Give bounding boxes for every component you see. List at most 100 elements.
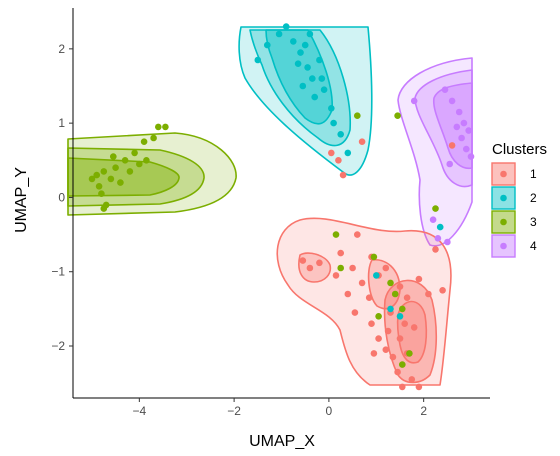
legend-label: 3 bbox=[530, 215, 537, 229]
point-cluster-1 bbox=[358, 279, 366, 287]
point-cluster-4 bbox=[460, 119, 468, 127]
point-cluster-1 bbox=[382, 264, 390, 272]
point-cluster-2 bbox=[337, 131, 345, 138]
legend-item-1: 1 bbox=[491, 162, 537, 186]
point-cluster-4 bbox=[410, 97, 418, 105]
density-contour-cluster-1 bbox=[298, 252, 332, 283]
point-cluster-3 bbox=[121, 157, 129, 164]
point-cluster-2 bbox=[311, 93, 319, 101]
x-axis-ticks: −4 −2 0 2 bbox=[132, 398, 427, 418]
point-cluster-3 bbox=[162, 123, 169, 131]
point-cluster-1 bbox=[432, 246, 439, 253]
point-cluster-4 bbox=[444, 238, 451, 246]
contour-group-cluster-2 bbox=[238, 26, 373, 176]
point-cluster-1 bbox=[332, 272, 340, 279]
point-cluster-3 bbox=[112, 164, 119, 171]
point-cluster-3 bbox=[391, 290, 399, 298]
point-cluster-4 bbox=[455, 108, 463, 116]
point-cluster-1 bbox=[306, 264, 314, 272]
legend-label: 4 bbox=[530, 239, 537, 253]
point-cluster-2 bbox=[328, 105, 335, 112]
point-cluster-3 bbox=[126, 168, 134, 175]
point-cluster-1 bbox=[368, 320, 375, 328]
legend-label: 2 bbox=[530, 191, 537, 205]
point-cluster-3 bbox=[370, 253, 378, 261]
legend-title: Clusters bbox=[492, 141, 547, 158]
legend-point bbox=[500, 218, 507, 226]
point-cluster-2 bbox=[330, 119, 337, 127]
y-tick-label: 0 bbox=[58, 190, 65, 204]
point-cluster-1 bbox=[358, 138, 366, 145]
point-cluster-3 bbox=[155, 123, 162, 131]
point-cluster-3 bbox=[332, 231, 340, 238]
point-cluster-1 bbox=[339, 171, 347, 179]
y-tick-label: −2 bbox=[51, 339, 65, 353]
point-cluster-1 bbox=[365, 294, 373, 302]
point-cluster-1 bbox=[389, 353, 397, 361]
point-cluster-3 bbox=[110, 153, 117, 160]
point-cluster-3 bbox=[143, 157, 150, 164]
y-tick-label: 2 bbox=[58, 42, 65, 56]
legend-point bbox=[500, 242, 507, 250]
point-cluster-1 bbox=[299, 257, 307, 264]
point-cluster-3 bbox=[136, 160, 143, 168]
point-cluster-3 bbox=[399, 305, 406, 313]
point-cluster-4 bbox=[458, 134, 465, 142]
point-cluster-3 bbox=[394, 112, 401, 119]
point-cluster-3 bbox=[387, 279, 394, 287]
point-cluster-1 bbox=[370, 350, 378, 357]
density-contour-cluster-3 bbox=[67, 132, 237, 216]
legend-item-4: 4 bbox=[491, 234, 537, 258]
point-cluster-1 bbox=[399, 383, 406, 391]
point-cluster-4 bbox=[434, 235, 442, 242]
point-cluster-1 bbox=[344, 290, 352, 298]
point-cluster-3 bbox=[432, 205, 439, 212]
point-cluster-2 bbox=[320, 86, 328, 93]
point-cluster-1 bbox=[448, 142, 456, 149]
point-cluster-3 bbox=[150, 134, 157, 142]
point-cluster-1 bbox=[415, 275, 423, 283]
contour-group-cluster-1 bbox=[276, 217, 452, 386]
point-cluster-1 bbox=[349, 264, 356, 272]
point-cluster-1 bbox=[403, 294, 411, 302]
point-cluster-2 bbox=[309, 75, 316, 82]
point-cluster-1 bbox=[337, 249, 345, 257]
legend-point bbox=[500, 170, 507, 178]
point-cluster-1 bbox=[394, 368, 401, 376]
legend: Clusters 1 2 3 4 bbox=[491, 141, 547, 258]
point-cluster-2 bbox=[306, 30, 314, 38]
y-tick-label: −1 bbox=[51, 265, 65, 279]
density-contour-cluster-3 bbox=[67, 157, 180, 197]
point-cluster-3 bbox=[93, 171, 100, 179]
x-tick-label: 0 bbox=[326, 404, 333, 418]
legend-point bbox=[500, 194, 507, 202]
point-cluster-3 bbox=[399, 361, 406, 368]
point-cluster-2 bbox=[318, 75, 326, 82]
point-cluster-2 bbox=[301, 41, 309, 49]
point-cluster-2 bbox=[297, 49, 304, 56]
point-cluster-2 bbox=[299, 82, 307, 90]
legend-item-3: 3 bbox=[491, 210, 537, 234]
x-tick-label: −2 bbox=[227, 404, 241, 418]
x-axis-title: UMAP_X bbox=[249, 433, 315, 450]
point-cluster-4 bbox=[465, 127, 473, 134]
point-cluster-1 bbox=[351, 309, 359, 316]
point-cluster-3 bbox=[375, 313, 382, 320]
point-cluster-2 bbox=[344, 149, 352, 157]
point-cluster-4 bbox=[441, 86, 449, 93]
point-cluster-2 bbox=[304, 64, 311, 71]
plot-panel bbox=[67, 23, 475, 391]
point-cluster-1 bbox=[375, 335, 382, 342]
point-cluster-3 bbox=[98, 190, 105, 197]
y-axis-title: UMAP_Y bbox=[13, 167, 30, 233]
point-cluster-2 bbox=[264, 41, 271, 49]
density-contour-cluster-2 bbox=[265, 29, 333, 125]
legend-item-2: 2 bbox=[491, 186, 537, 210]
point-cluster-1 bbox=[415, 383, 423, 391]
density-contours bbox=[67, 26, 473, 386]
point-cluster-1 bbox=[328, 149, 335, 157]
y-tick-label: 1 bbox=[58, 116, 65, 130]
point-cluster-1 bbox=[354, 231, 361, 238]
point-cluster-3 bbox=[337, 264, 345, 272]
point-cluster-2 bbox=[282, 23, 290, 30]
